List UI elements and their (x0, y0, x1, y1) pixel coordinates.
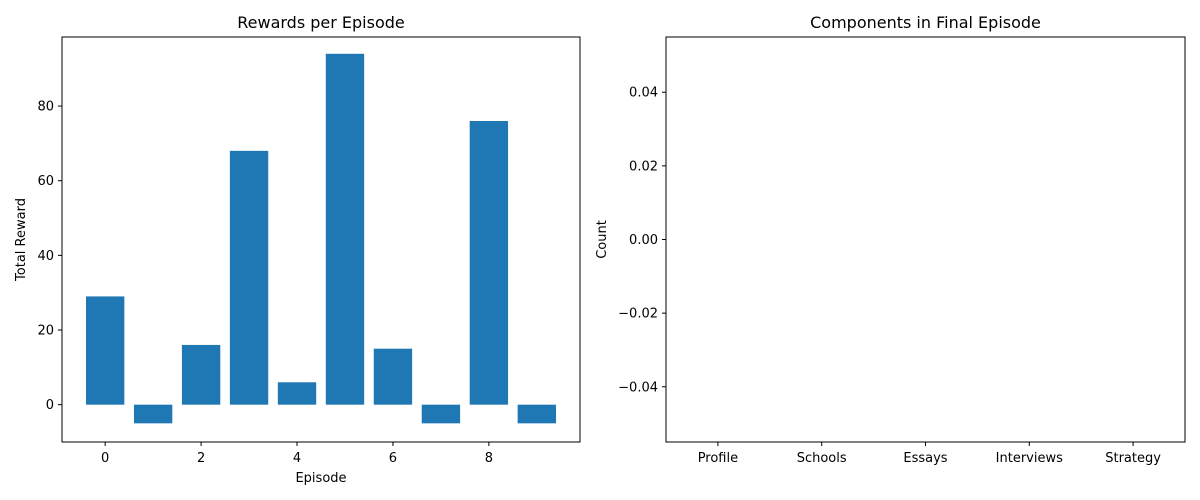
components-x-ticks: Profile Schools Essays Interviews Strategy (698, 442, 1161, 466)
x-tick-label: 0 (101, 451, 109, 466)
reward-bar (469, 120, 509, 405)
components-y-ticks: −0.04 −0.02 0.00 0.02 0.04 (618, 86, 666, 395)
rewards-bars (85, 53, 557, 424)
x-tick-label: 4 (293, 451, 301, 466)
y-tick-label: 80 (37, 100, 54, 115)
reward-bar (133, 404, 173, 424)
x-tick-label: Profile (698, 451, 738, 466)
x-tick-label: 8 (485, 451, 493, 466)
reward-bar (373, 348, 413, 405)
rewards-plot-frame (61, 36, 581, 443)
reward-bar (325, 53, 365, 405)
components-chart-title: Components in Final Episode (810, 13, 1041, 32)
reward-bar (517, 404, 557, 424)
rewards-x-axis-label: Episode (295, 471, 346, 486)
y-tick-label: −0.04 (618, 380, 658, 395)
y-tick-label: 0.04 (629, 86, 658, 101)
components-chart: Components in Final Episode Profile Schoo… (595, 13, 1186, 466)
rewards-chart: Rewards per Episode 0 2 4 6 8 0 20 40 60 80 Epis… (14, 13, 581, 486)
rewards-chart-title: Rewards per Episode (237, 13, 405, 32)
reward-bar (229, 150, 269, 405)
components-plot-frame (665, 36, 1186, 443)
rewards-y-axis-label: Total Reward (14, 198, 29, 282)
y-tick-label: 0.02 (629, 159, 658, 174)
y-tick-label: 60 (37, 174, 54, 189)
y-tick-label: 0 (46, 398, 54, 413)
x-tick-label: Schools (797, 451, 847, 466)
reward-bar (277, 382, 317, 405)
x-tick-label: Interviews (996, 451, 1063, 466)
rewards-y-ticks: 0 20 40 60 80 (37, 100, 62, 413)
reward-bar (85, 296, 125, 405)
reward-bar (421, 404, 461, 424)
y-tick-label: 20 (37, 324, 54, 339)
x-tick-label: 2 (197, 451, 205, 466)
x-tick-label: Strategy (1105, 451, 1161, 466)
x-tick-label: 6 (389, 451, 397, 466)
y-tick-label: −0.02 (618, 307, 658, 322)
y-tick-label: 40 (37, 249, 54, 264)
components-y-axis-label: Count (595, 220, 610, 259)
x-tick-label: Essays (903, 451, 947, 466)
rewards-x-ticks: 0 2 4 6 8 (101, 442, 493, 466)
reward-bar (181, 344, 221, 405)
y-tick-label: 0.00 (629, 233, 658, 248)
